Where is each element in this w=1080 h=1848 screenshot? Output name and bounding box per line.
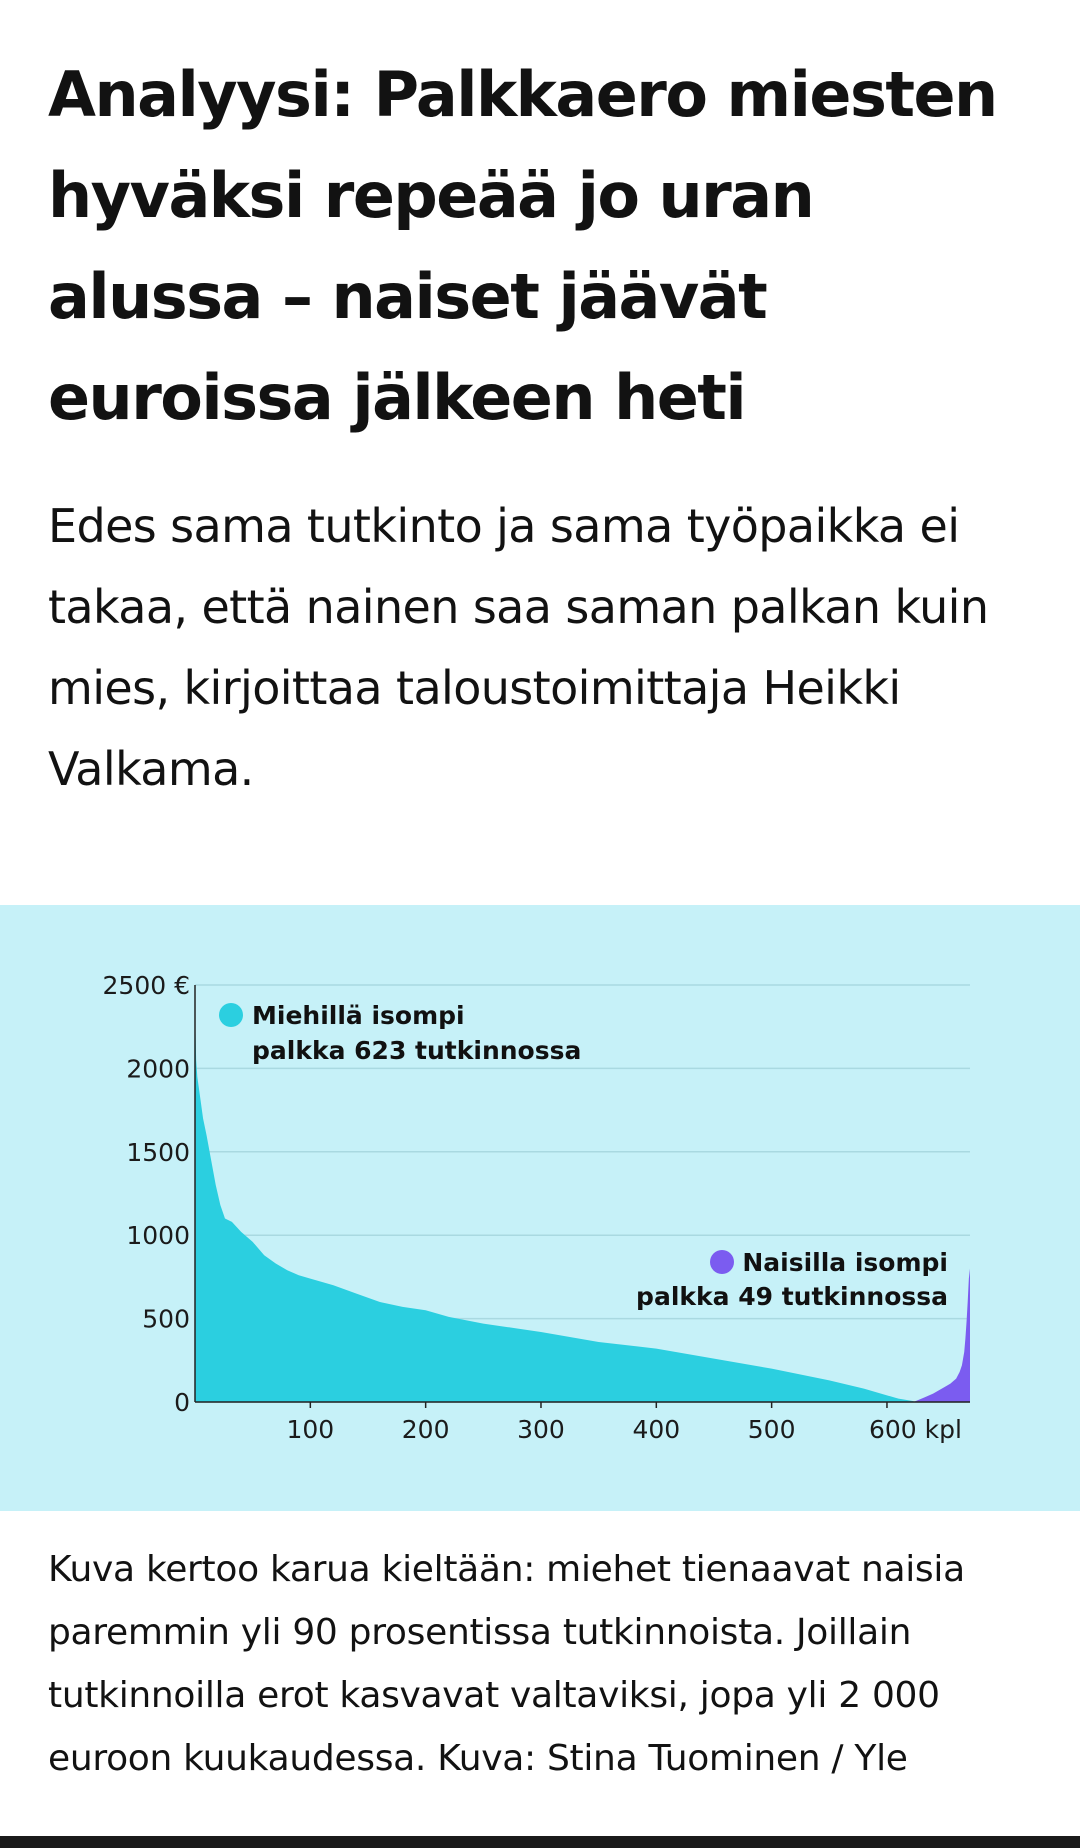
y-tick-label: 500: [142, 1305, 190, 1334]
legend-men-dot: [219, 1003, 243, 1027]
y-tick-label: 0: [174, 1388, 190, 1417]
men-higher-area: [195, 1010, 914, 1402]
women-higher-area: [913, 1268, 970, 1402]
x-tick-label: 100: [286, 1415, 334, 1444]
x-tick-label: 500: [748, 1415, 796, 1444]
x-tick-label: 600 kpl: [869, 1415, 962, 1444]
x-tick-label: 400: [632, 1415, 680, 1444]
bottom-bar: [0, 1836, 1080, 1848]
legend-women-label-line2: palkka 49 tutkinnossa: [636, 1282, 948, 1311]
chart-canvas: 0 500 1000 1500 2000 2500 € 100 200 300 400 500 600…: [103, 971, 970, 1444]
x-tick-label: 300: [517, 1415, 565, 1444]
legend-men-label-line1: Miehillä isompi: [252, 1001, 465, 1030]
y-tick-label: 1000: [126, 1221, 190, 1250]
legend-women-label-line1: Naisilla isompi: [742, 1248, 948, 1277]
article-lead: Edes sama tutkinto ja sama työpaikka ei …: [48, 499, 989, 796]
y-tick-label: 2000: [126, 1054, 190, 1083]
legend-women-dot: [710, 1250, 734, 1274]
y-tick-label: 1500: [126, 1138, 190, 1167]
y-tick-label: 2500 €: [103, 971, 190, 1000]
image-caption: Kuva kertoo karua kieltään: miehet tiena…: [48, 1549, 965, 1779]
article-headline: Analyysi: Palkkaero miesten hyväksi repe…: [48, 58, 998, 434]
x-tick-label: 200: [402, 1415, 450, 1444]
legend-men-label-line2: palkka 623 tutkinnossa: [252, 1036, 581, 1065]
salary-gap-chart: 0 500 1000 1500 2000 2500 € 100 200 300 400 500 600…: [0, 905, 1080, 1511]
